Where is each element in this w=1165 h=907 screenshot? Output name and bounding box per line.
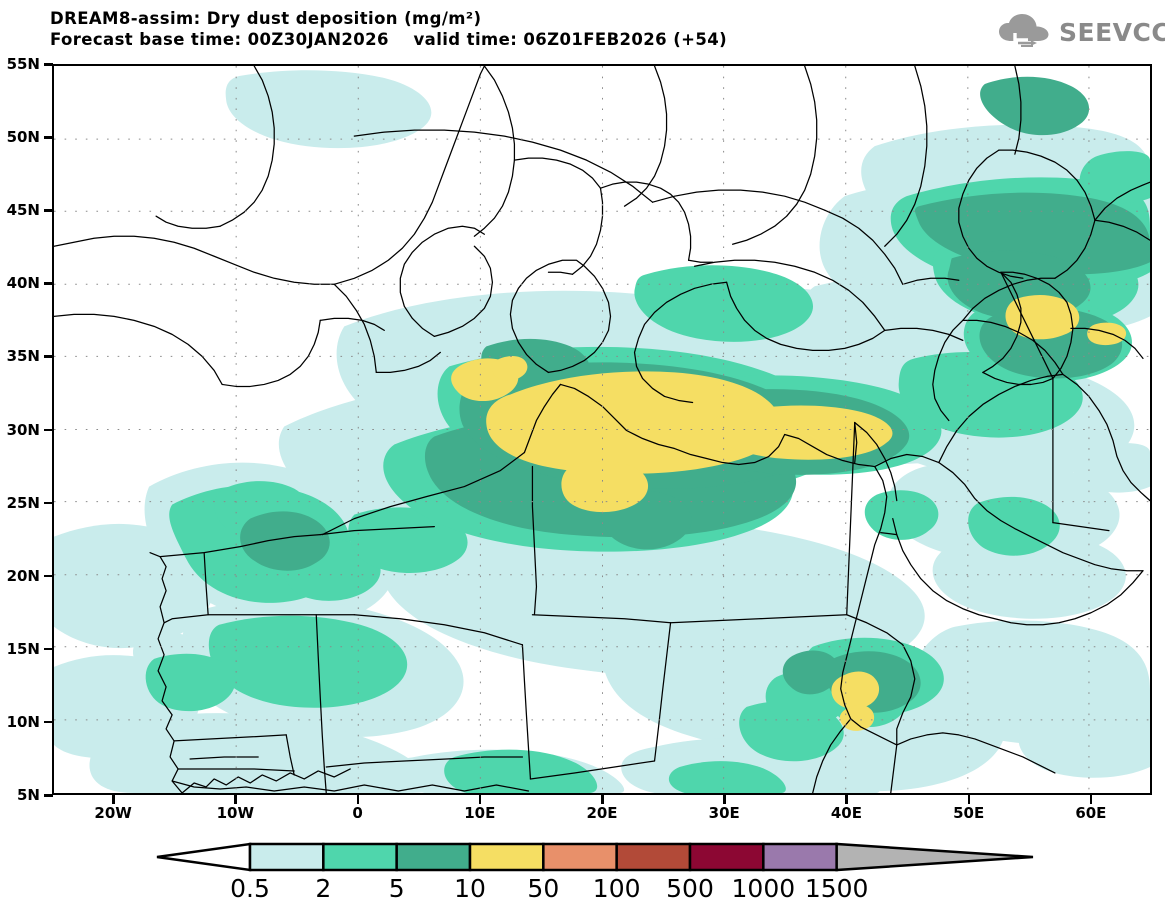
- y-tick-label: 25N: [6, 493, 40, 512]
- x-tick-label: 20E: [586, 804, 618, 822]
- x-tick-mark: [1089, 795, 1093, 804]
- y-tick-mark: [44, 282, 53, 285]
- colorbar-tick-label: 5: [388, 874, 405, 903]
- y-tick-mark: [44, 428, 53, 431]
- x-tick-mark: [601, 795, 604, 804]
- y-tick-mark: [44, 63, 53, 66]
- x-tick-mark: [967, 795, 971, 804]
- x-tick-mark: [845, 795, 848, 804]
- colorbar-under-arrow: [156, 842, 252, 872]
- contour-band-10-50: [451, 294, 1127, 731]
- cloud-wind-icon: [997, 13, 1053, 51]
- x-tick-mark: [356, 795, 360, 804]
- x-tick-mark: [234, 795, 237, 804]
- colorbar-over-arrow: [835, 842, 1034, 872]
- x-tick-mark: [478, 795, 482, 804]
- colorbar-band: [468, 842, 545, 872]
- colorbar-swatches: [156, 842, 1034, 872]
- x-tick-label: 20W: [94, 804, 132, 822]
- map-plot-area: [52, 64, 1152, 795]
- colorbar-tick-label: 100: [592, 874, 641, 903]
- y-tick-mark: [44, 647, 53, 651]
- y-tick-label: 50N: [6, 128, 40, 147]
- colorbar-tick-label: 50: [527, 874, 560, 903]
- colorbar-band: [615, 842, 692, 872]
- x-tick-mark: [723, 795, 726, 804]
- colorbar-band: [542, 842, 618, 872]
- gridlines: [54, 66, 1150, 793]
- chart-title-block: DREAM8-assim: Dry dust deposition (mg/m²…: [50, 8, 910, 50]
- x-tick-label: 10E: [464, 804, 496, 822]
- y-tick-label: 35N: [6, 347, 40, 366]
- dust-deposition-map: [54, 66, 1150, 793]
- y-tick-label: 20N: [6, 566, 40, 585]
- x-tick-label: 60E: [1075, 804, 1107, 822]
- coastline-layer: [54, 66, 1150, 793]
- x-tick-mark: [112, 795, 115, 804]
- colorbar-band: [762, 842, 838, 872]
- colorbar-band: [322, 842, 398, 872]
- y-tick-mark: [44, 720, 53, 724]
- colorbar-band: [248, 842, 325, 872]
- y-tick-label: 45N: [6, 201, 40, 220]
- colorbar-tick-label: 500: [666, 874, 714, 903]
- page-title: DREAM8-assim: Dry dust deposition (mg/m²…: [50, 9, 482, 28]
- colorbar-band: [395, 842, 472, 872]
- x-tick-label: 50E: [953, 804, 985, 822]
- x-tick-label: 30E: [708, 804, 740, 822]
- y-tick-mark: [44, 209, 53, 212]
- x-tick-label: 10W: [216, 804, 255, 822]
- colorbar-tick-label: 2: [315, 874, 332, 903]
- logo-text: SEEVCCC: [1059, 17, 1165, 47]
- y-tick-label: 15N: [6, 639, 40, 658]
- y-tick-mark: [44, 574, 53, 578]
- colorbar-tick-label: 10: [454, 874, 486, 903]
- y-tick-label: 55N: [6, 55, 40, 73]
- y-tick-label: 5N: [17, 786, 40, 804]
- y-tick-label: 40N: [6, 274, 40, 293]
- y-tick-mark: [44, 355, 53, 358]
- forecast-time-subtitle: Forecast base time: 00Z30JAN2026 valid t…: [50, 30, 728, 49]
- y-tick-mark: [44, 501, 53, 505]
- colorbar-tick-label: 1500: [804, 874, 869, 903]
- x-tick-label: 0: [352, 804, 363, 822]
- colorbar: 0.5 2 5 10 50 100 500 1000 1500: [155, 840, 1035, 903]
- y-tick-label: 10N: [6, 712, 40, 731]
- y-tick-mark: [44, 136, 53, 139]
- colorbar-band: [688, 842, 765, 872]
- y-tick-label: 30N: [6, 420, 40, 439]
- seevccc-logo: SEEVCCC: [997, 10, 1165, 54]
- colorbar-tick-label: 0.5: [230, 874, 270, 903]
- y-tick-mark: [44, 794, 53, 797]
- colorbar-tick-label: 1000: [731, 874, 796, 903]
- x-tick-label: 40E: [830, 804, 862, 822]
